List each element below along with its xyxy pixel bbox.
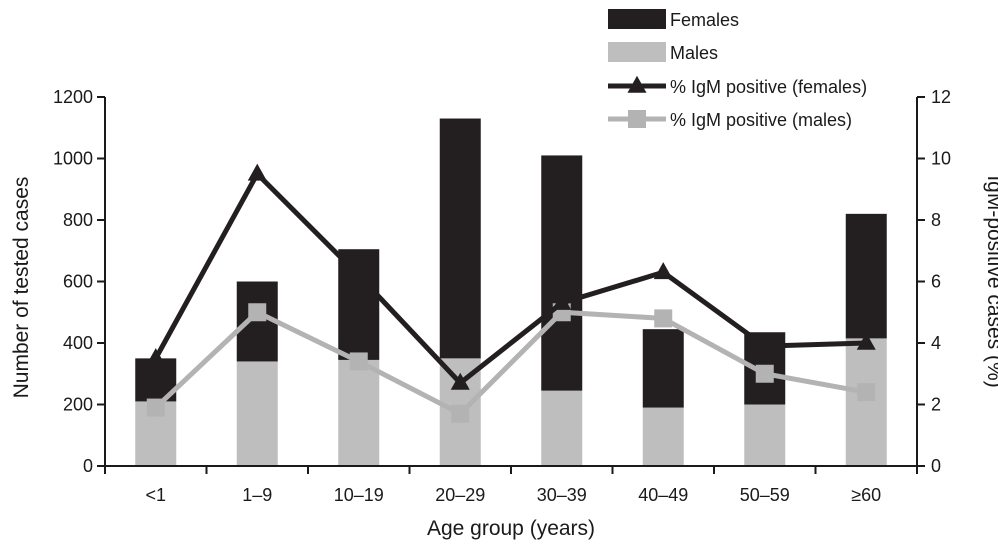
bar-females-40-49: [642, 329, 684, 408]
bar-females-ge-60: [845, 213, 887, 339]
marker-igm-positive-females-10-19: [349, 265, 369, 283]
marker-igm-positive-females-50-59: [755, 335, 775, 353]
marker-igm-positive-males-20-29: [451, 404, 470, 423]
legend-swatch-females: [608, 9, 666, 29]
ticks: 0 200 400 600 800 1000 1200 0 2 4 6 8 10 12 <1 1–9 10–19…: [53, 87, 951, 505]
legend-marker-igm-positive-females: [627, 75, 647, 93]
y-tick-label: 0: [83, 456, 93, 476]
bars: [135, 118, 887, 466]
y-tick-label: 200: [63, 395, 93, 415]
bar-males-50-59: [744, 404, 786, 466]
bar-females-20-29: [439, 118, 481, 359]
x-tick-label: 40–49: [638, 485, 688, 505]
y2-tick-label: 2: [931, 395, 941, 415]
marker-igm-positive-females-ge-60: [856, 332, 876, 350]
bar-males-ge-60: [845, 338, 887, 466]
y2-axis-title: IgM-positive cases (%): [983, 175, 998, 387]
x-tick-label: 50–59: [740, 485, 790, 505]
bar-males-10-19: [338, 359, 380, 466]
marker-igm-positive-males-40-49: [654, 309, 673, 328]
legend-marker-igm-positive-males: [628, 110, 646, 128]
y2-tick-label: 4: [931, 333, 941, 353]
marker-igm-positive-females-40-49: [653, 262, 673, 280]
bar-males-40-49: [642, 407, 684, 466]
x-tick-label: 20–29: [435, 485, 485, 505]
x-tick-label: <1: [145, 485, 166, 505]
x-tick-label: 10–19: [334, 485, 384, 505]
marker-igm-positive-males-1-9: [248, 303, 267, 322]
marker-igm-positive-males-10-19: [349, 352, 368, 371]
x-axis-title: Age group (years): [427, 517, 595, 540]
legend-swatch-males: [608, 42, 666, 62]
axes: [104, 97, 918, 467]
x-tick-label: 30–39: [537, 485, 587, 505]
line-igm-positive-males: [154, 309, 867, 417]
y2-tick-label: 10: [931, 149, 951, 169]
y-tick-label: 1000: [53, 149, 93, 169]
y-tick-label: 600: [63, 272, 93, 292]
y-axis-title: Number of tested cases: [10, 177, 33, 399]
x-tick-label: 1–9: [242, 485, 272, 505]
marker-igm-positive-males-ge-60: [857, 383, 876, 402]
marker-igm-positive-males-50-59: [755, 364, 774, 383]
y2-tick-label: 12: [931, 87, 951, 107]
marker-igm-positive-males-lt-1: [146, 398, 165, 417]
x-tick-label: ≥60: [851, 485, 881, 505]
y2-tick-label: 6: [931, 272, 941, 292]
lines: [146, 163, 876, 423]
marker-igm-positive-females-20-29: [450, 372, 470, 390]
marker-igm-positive-females-30-39: [552, 292, 572, 310]
marker-igm-positive-females-1-9: [247, 163, 267, 181]
y-tick-label: 1200: [53, 87, 93, 107]
y-tick-label: 800: [63, 210, 93, 230]
bar-males-30-39: [541, 390, 583, 466]
legend-label-igm-positive-males: % IgM positive (males): [670, 110, 852, 130]
y2-tick-label: 0: [931, 456, 941, 476]
legend-label-males: Males: [670, 43, 718, 63]
legend: Females Males % IgM positive (females) % Ig…: [608, 9, 867, 130]
legend-label-igm-positive-females: % IgM positive (females): [670, 77, 867, 97]
bar-females-30-39: [541, 155, 583, 391]
y-tick-label: 400: [63, 333, 93, 353]
marker-igm-positive-females-lt-1: [146, 348, 166, 366]
line-igm-positive-females: [153, 169, 867, 387]
bar-males-1-9: [236, 361, 278, 466]
legend-label-females: Females: [670, 10, 739, 30]
y2-tick-label: 8: [931, 210, 941, 230]
